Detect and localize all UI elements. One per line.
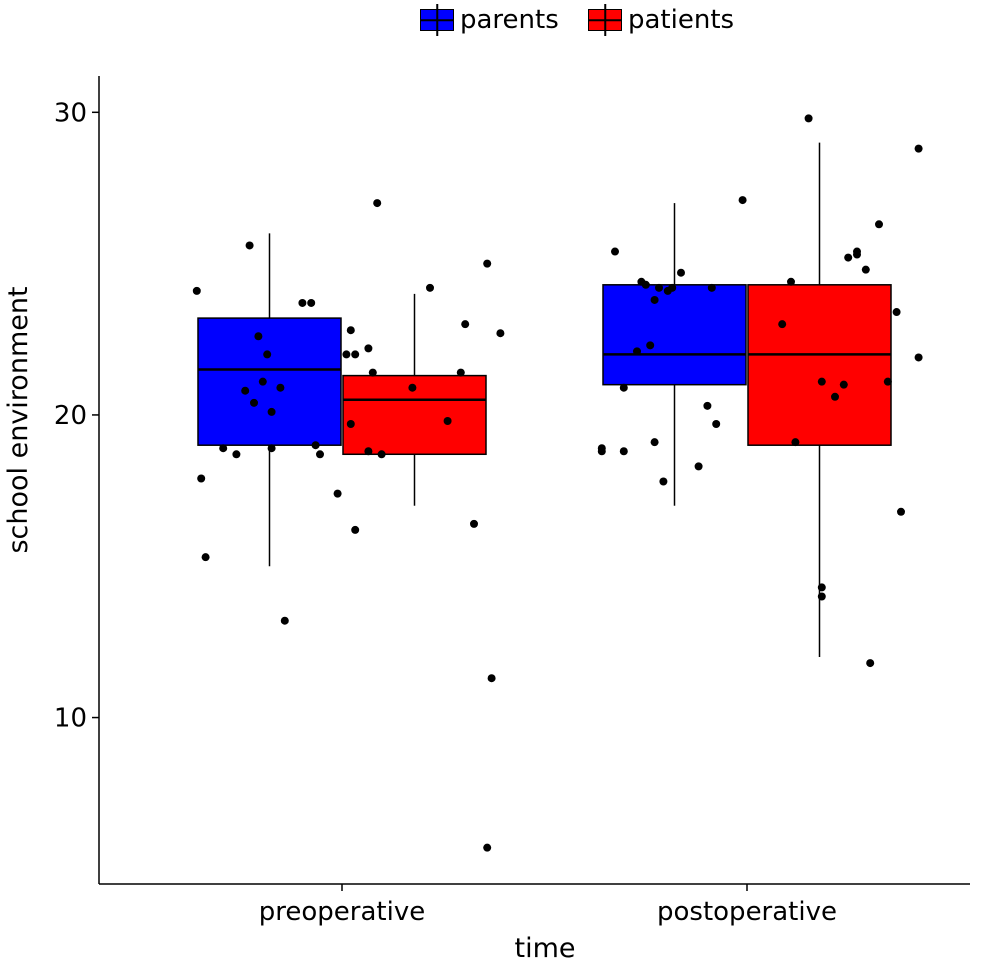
- point-parents-preoperative-11: [267, 407, 276, 416]
- legend-label-patients: patients: [628, 5, 735, 35]
- legend-item-patients: patients: [588, 4, 734, 36]
- point-parents-preoperative-21: [351, 350, 360, 359]
- point-parents-preoperative-5: [241, 386, 250, 395]
- point-parents-preoperative-6: [245, 241, 254, 250]
- point-patients-postoperative-3: [804, 114, 813, 123]
- point-parents-preoperative-13: [276, 383, 285, 392]
- legend: parents patients: [0, 4, 992, 36]
- point-patients-preoperative-16: [496, 329, 505, 338]
- point-parents-preoperative-18: [316, 450, 324, 459]
- x-tick-label-preoperative: preoperative: [259, 897, 425, 927]
- point-patients-preoperative-3: [364, 344, 373, 353]
- x-axis-label: time: [514, 933, 575, 964]
- point-parents-preoperative-9: [258, 377, 267, 386]
- axes: [98, 76, 970, 885]
- point-parents-postoperative-3: [619, 447, 628, 456]
- point-parents-postoperative-20: [738, 196, 747, 205]
- point-parents-postoperative-19: [712, 420, 721, 429]
- y-tick-label-20: 20: [54, 401, 87, 431]
- point-parents-preoperative-20: [346, 326, 355, 335]
- legend-key-parents: [420, 9, 454, 31]
- point-patients-postoperative-12: [861, 265, 870, 274]
- point-patients-preoperative-15: [487, 674, 496, 683]
- point-patients-postoperative-8: [839, 380, 848, 389]
- point-patients-postoperative-13: [866, 659, 875, 668]
- point-patients-preoperative-6: [373, 199, 382, 208]
- point-patients-preoperative-13: [483, 843, 492, 852]
- point-patients-postoperative-11: [853, 250, 861, 259]
- point-parents-preoperative-19: [342, 350, 351, 359]
- point-parents-preoperative-4: [232, 450, 241, 459]
- point-parents-preoperative-7: [250, 398, 258, 407]
- point-parents-postoperative-16: [694, 462, 703, 471]
- ticks: 10 20 30 preoperative postoperative: [54, 98, 837, 927]
- point-parents-preoperative-12: [267, 444, 276, 453]
- point-patients-postoperative-18: [914, 144, 923, 153]
- x-tick-label-postoperative: postoperative: [657, 897, 837, 927]
- point-patients-postoperative-7: [831, 392, 839, 401]
- point-parents-postoperative-4: [619, 383, 628, 392]
- point-patients-preoperative-2: [351, 525, 360, 534]
- point-patients-postoperative-14: [875, 220, 883, 229]
- point-parents-postoperative-11: [655, 283, 663, 292]
- point-parents-postoperative-17: [703, 401, 712, 410]
- point-patients-postoperative-5: [817, 592, 826, 601]
- point-parents-preoperative-10: [263, 350, 272, 359]
- point-patients-preoperative-12: [470, 519, 478, 528]
- points: [192, 114, 923, 852]
- point-parents-preoperative-22: [368, 368, 377, 377]
- y-axis-label: school environment: [3, 286, 34, 553]
- point-parents-postoperative-12: [659, 477, 668, 486]
- point-parents-preoperative-3: [219, 444, 228, 453]
- point-parents-preoperative-2: [201, 553, 210, 562]
- point-parents-preoperative-0: [192, 286, 201, 295]
- point-parents-postoperative-15: [677, 268, 685, 277]
- point-parents-postoperative-1: [597, 444, 606, 453]
- point-patients-postoperative-15: [883, 377, 892, 386]
- point-parents-postoperative-10: [650, 295, 659, 304]
- point-parents-preoperative-8: [254, 332, 263, 341]
- point-patients-postoperative-9: [844, 253, 853, 262]
- point-patients-postoperative-17: [897, 507, 905, 516]
- y-tick-label-30: 30: [54, 98, 87, 128]
- point-patients-postoperative-19: [914, 353, 923, 362]
- point-patients-preoperative-9: [443, 416, 452, 425]
- legend-label-parents: parents: [460, 5, 559, 35]
- point-patients-postoperative-0: [778, 320, 787, 329]
- point-patients-preoperative-10: [456, 368, 465, 377]
- point-parents-preoperative-16: [307, 298, 316, 307]
- box-parents-postoperative: [602, 284, 747, 386]
- boxes: [197, 142, 892, 658]
- point-patients-preoperative-14: [483, 259, 492, 268]
- point-patients-preoperative-8: [426, 283, 434, 292]
- point-patients-preoperative-4: [364, 447, 373, 456]
- legend-key-patients: [588, 9, 622, 31]
- point-parents-postoperative-14: [668, 283, 677, 292]
- point-parents-postoperative-9: [650, 438, 659, 447]
- point-patients-postoperative-1: [787, 277, 795, 286]
- point-parents-postoperative-8: [646, 341, 655, 350]
- point-patients-postoperative-2: [791, 438, 800, 447]
- point-parents-postoperative-2: [611, 247, 619, 256]
- box-patients-postoperative: [747, 284, 892, 446]
- point-patients-postoperative-4: [817, 583, 826, 592]
- point-parents-preoperative-14: [280, 616, 289, 625]
- point-parents-postoperative-7: [641, 280, 650, 289]
- point-patients-preoperative-11: [461, 320, 470, 329]
- point-patients-preoperative-5: [377, 450, 386, 459]
- point-patients-postoperative-16: [892, 308, 901, 317]
- point-parents-preoperative-15: [298, 298, 307, 307]
- point-patients-preoperative-0: [333, 489, 342, 498]
- point-patients-preoperative-7: [408, 383, 417, 392]
- point-parents-postoperative-5: [633, 347, 641, 356]
- box-parents-preoperative: [197, 317, 342, 446]
- point-parents-preoperative-17: [311, 441, 320, 450]
- point-patients-postoperative-6: [817, 377, 826, 386]
- legend-item-parents: parents: [420, 4, 559, 36]
- point-parents-preoperative-1: [197, 474, 206, 483]
- y-tick-label-10: 10: [54, 704, 87, 734]
- point-parents-postoperative-18: [707, 283, 716, 292]
- point-patients-preoperative-1: [346, 420, 355, 429]
